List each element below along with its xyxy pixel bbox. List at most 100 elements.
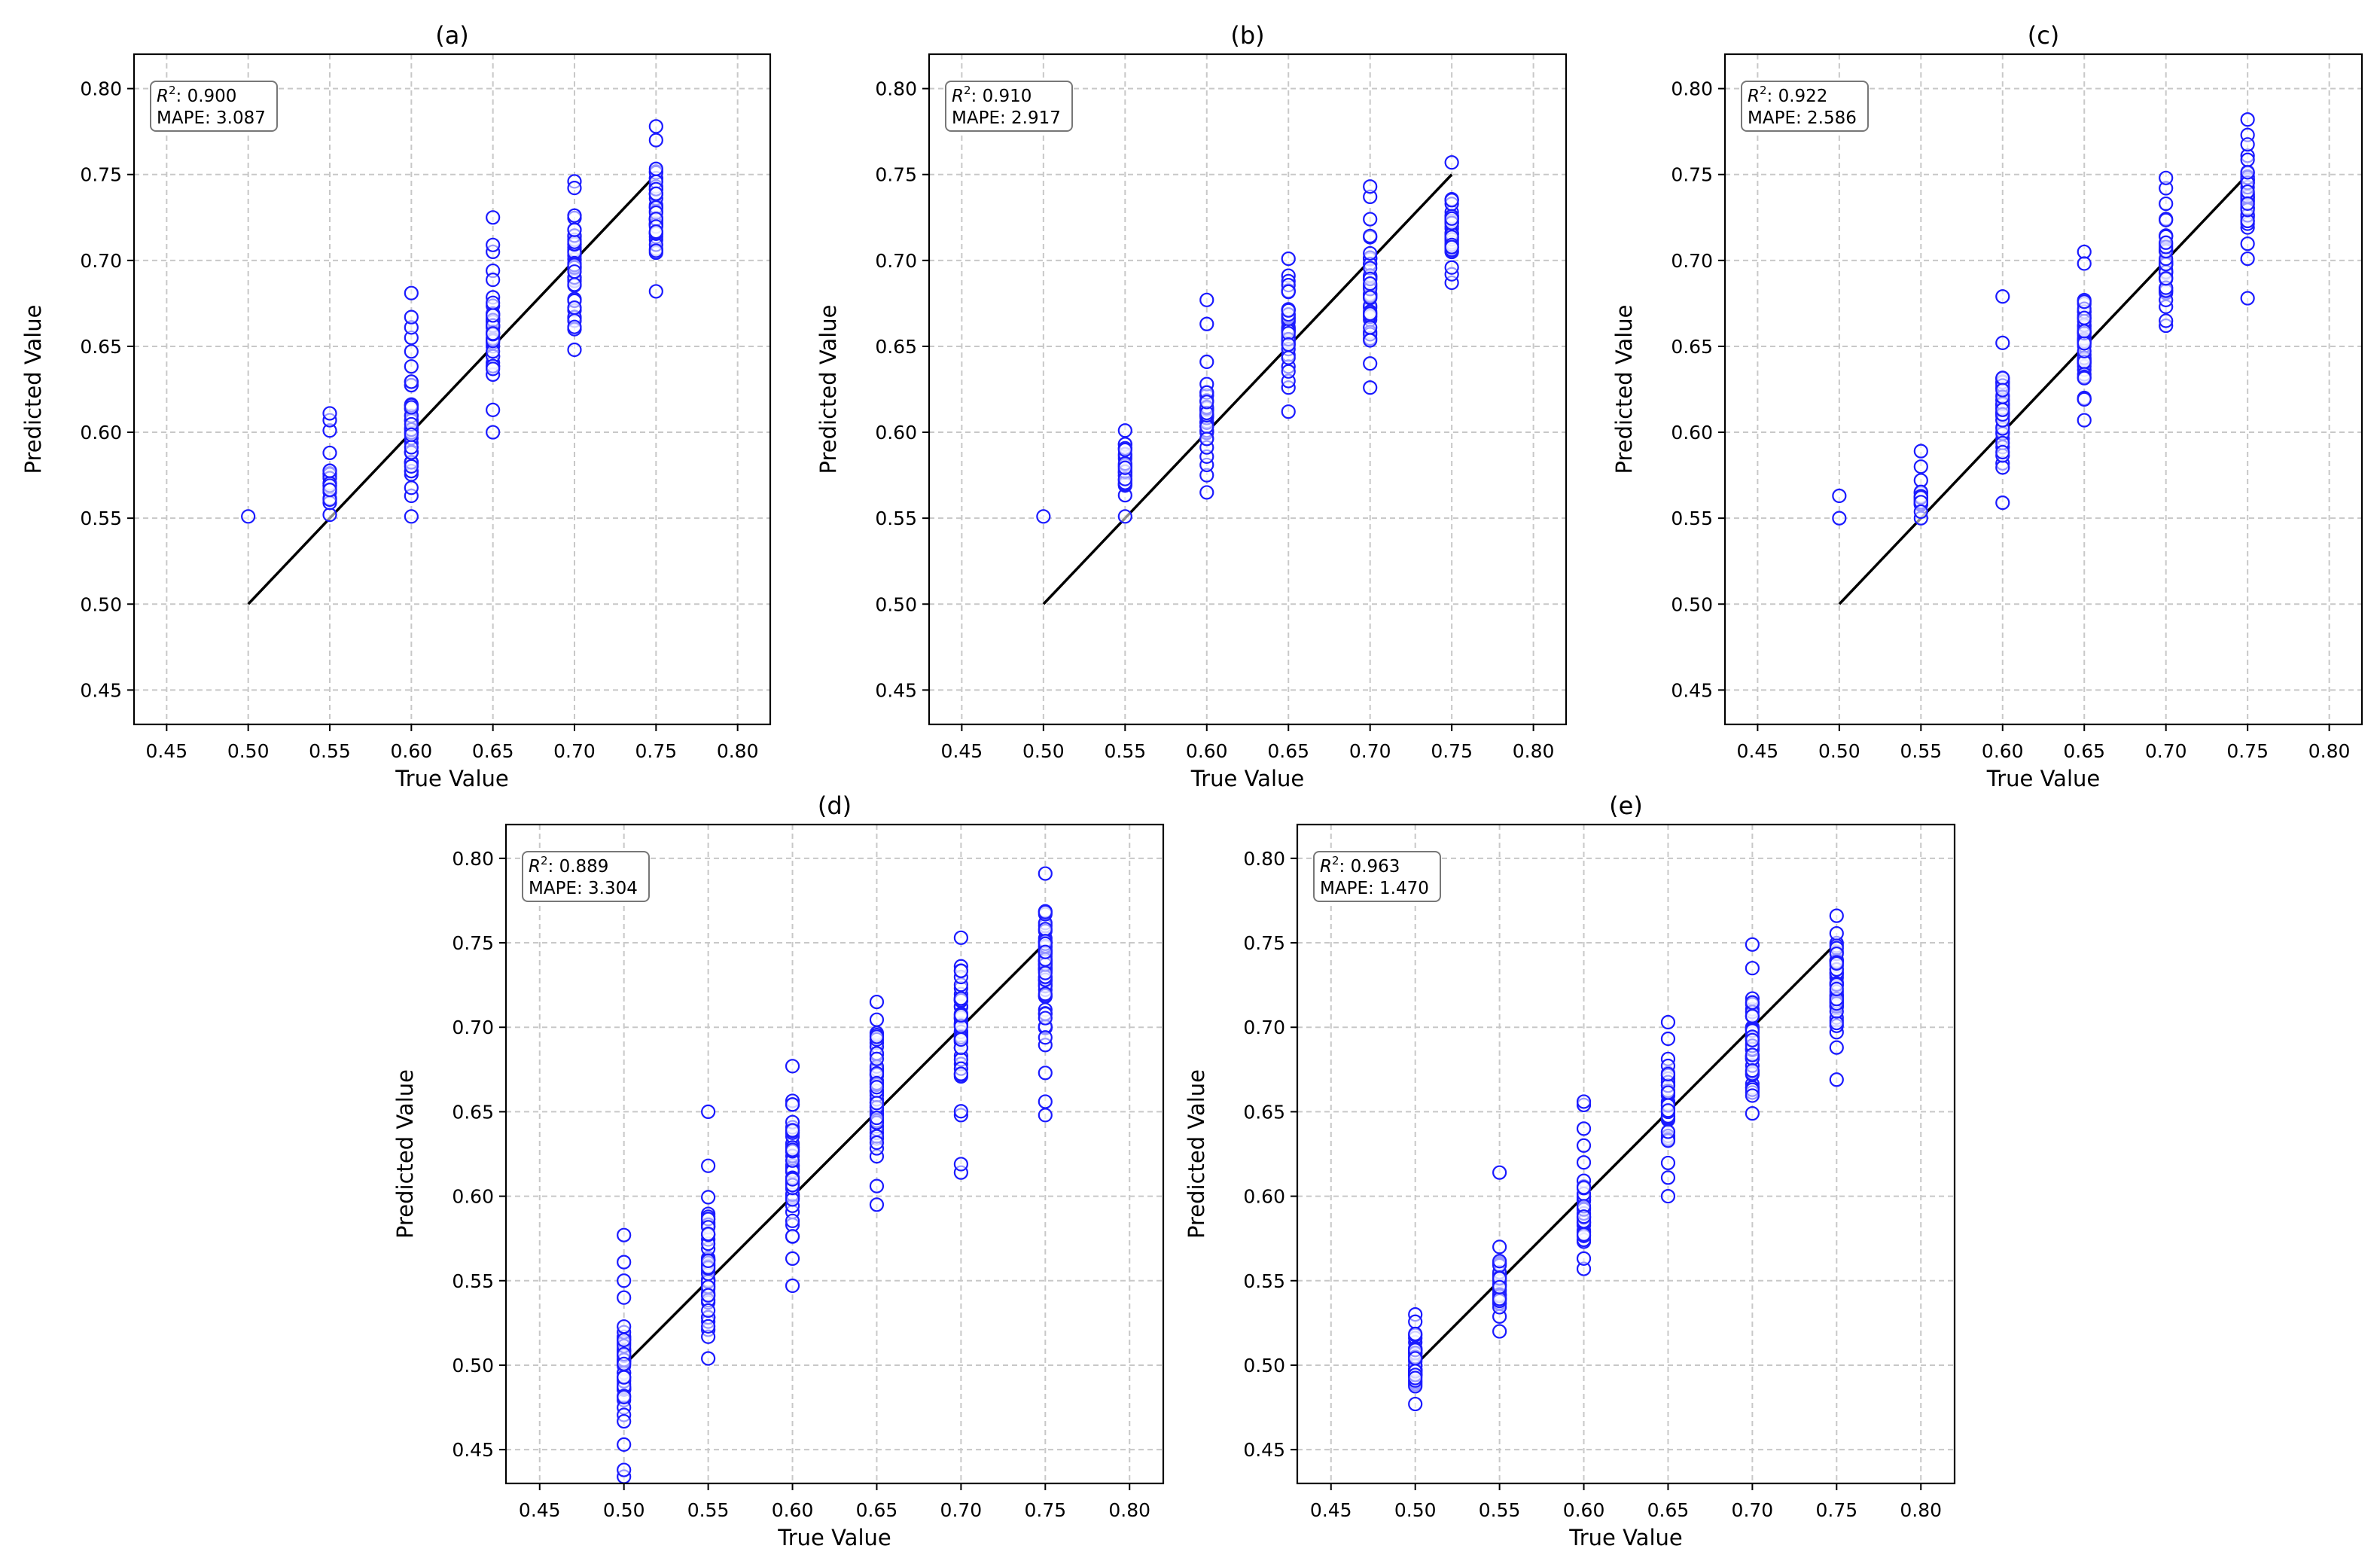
x-tick-label: 0.45 xyxy=(145,740,187,762)
data-point xyxy=(486,361,501,377)
y-tick-label: 0.75 xyxy=(452,932,494,954)
data-point xyxy=(486,425,501,440)
data-point xyxy=(701,1303,716,1319)
data-point xyxy=(1281,251,1296,267)
y-tick-label: 0.65 xyxy=(1671,336,1713,358)
y-tick-label: 0.60 xyxy=(1671,422,1713,444)
data-point xyxy=(785,1229,800,1244)
y-tick-label: 0.70 xyxy=(875,250,917,272)
data-point xyxy=(1829,908,1844,923)
data-point xyxy=(404,344,419,359)
data-point xyxy=(1363,276,1378,291)
data-point xyxy=(617,1370,632,1385)
data-point xyxy=(1995,402,2010,417)
data-point xyxy=(1281,404,1296,419)
x-tick-label: 0.60 xyxy=(1563,1499,1605,1521)
y-tick-label: 0.50 xyxy=(1671,593,1713,615)
data-point xyxy=(567,222,582,237)
panel-title: (a) xyxy=(435,21,469,50)
data-point xyxy=(1576,1180,1592,1195)
data-point xyxy=(1660,1103,1676,1118)
data-point xyxy=(785,1097,800,1112)
data-point xyxy=(2159,170,2174,185)
data-point xyxy=(1363,179,1378,194)
data-point xyxy=(404,400,419,415)
x-tick-label: 0.60 xyxy=(1982,740,2024,762)
data-point xyxy=(617,1332,632,1348)
data-point xyxy=(869,1197,885,1212)
data-point xyxy=(1913,444,1928,459)
y-tick-label: 0.80 xyxy=(80,78,122,100)
panel-title: (e) xyxy=(1609,791,1643,820)
data-point xyxy=(567,342,582,358)
data-point xyxy=(404,480,419,495)
data-point xyxy=(869,1110,885,1126)
axes-frame xyxy=(1723,53,2363,726)
data-point xyxy=(2159,313,2174,328)
data-point xyxy=(648,119,663,134)
data-point xyxy=(2240,251,2255,267)
data-point xyxy=(1832,488,1847,504)
data-point xyxy=(1363,306,1378,322)
data-point xyxy=(1444,155,1459,170)
data-point xyxy=(1995,444,2010,460)
data-point xyxy=(1576,1251,1592,1266)
data-point xyxy=(869,1051,885,1066)
y-tick-label: 0.65 xyxy=(452,1101,494,1123)
data-point xyxy=(1117,460,1132,475)
data-point xyxy=(1995,495,2010,511)
data-point xyxy=(701,1253,716,1268)
data-point xyxy=(404,285,419,300)
data-point xyxy=(486,295,501,310)
data-point xyxy=(953,1008,968,1023)
r2-annotation: R2: 0.922 xyxy=(1748,84,1827,106)
data-point xyxy=(486,326,501,341)
data-point xyxy=(617,1437,632,1452)
metrics-box xyxy=(522,851,650,902)
data-point xyxy=(617,1273,632,1288)
y-tick-label: 0.50 xyxy=(1243,1355,1285,1377)
data-point xyxy=(953,1157,968,1172)
y-tick-label: 0.45 xyxy=(1243,1439,1285,1461)
mape-annotation: MAPE: 2.917 xyxy=(952,108,1061,128)
data-point xyxy=(1036,509,1051,524)
x-tick-label: 0.80 xyxy=(2308,740,2351,762)
data-point xyxy=(1829,981,1844,997)
data-point xyxy=(2077,256,2092,271)
data-point xyxy=(869,1012,885,1027)
mape-annotation: MAPE: 2.586 xyxy=(1748,108,1857,128)
data-point xyxy=(869,1135,885,1151)
reference-line xyxy=(247,173,657,605)
data-point xyxy=(1492,1324,1507,1339)
y-axis-label: Predicted Value xyxy=(815,305,841,474)
y-tick-label: 0.60 xyxy=(452,1186,494,1208)
r2-value: : 0.963 xyxy=(1339,857,1400,877)
y-tick-label: 0.80 xyxy=(875,78,917,100)
r2-value: : 0.889 xyxy=(548,857,609,877)
data-point xyxy=(567,277,582,292)
data-point xyxy=(2240,152,2255,167)
x-tick-label: 0.45 xyxy=(1310,1499,1352,1521)
data-point xyxy=(1829,925,1844,941)
data-point xyxy=(1995,383,2010,398)
x-tick-label: 0.70 xyxy=(940,1499,983,1521)
y-tick-label: 0.70 xyxy=(452,1017,494,1038)
data-point xyxy=(2240,112,2255,127)
data-point xyxy=(404,359,419,374)
x-tick-label: 0.60 xyxy=(390,740,432,762)
x-tick-label: 0.65 xyxy=(472,740,514,762)
metrics-box xyxy=(1313,851,1441,902)
data-point xyxy=(322,445,337,461)
reference-line xyxy=(1414,941,1838,1367)
y-tick-label: 0.55 xyxy=(1243,1270,1285,1292)
data-point xyxy=(2159,196,2174,212)
data-point xyxy=(869,1096,885,1111)
data-point xyxy=(1576,1121,1592,1136)
x-tick-label: 0.60 xyxy=(772,1499,814,1521)
data-point xyxy=(1576,1227,1592,1242)
x-tick-label: 0.60 xyxy=(1186,740,1228,762)
y-tick-label: 0.75 xyxy=(875,164,917,186)
data-point xyxy=(322,507,337,523)
data-point xyxy=(1745,995,1760,1010)
x-tick-label: 0.45 xyxy=(1737,740,1779,762)
